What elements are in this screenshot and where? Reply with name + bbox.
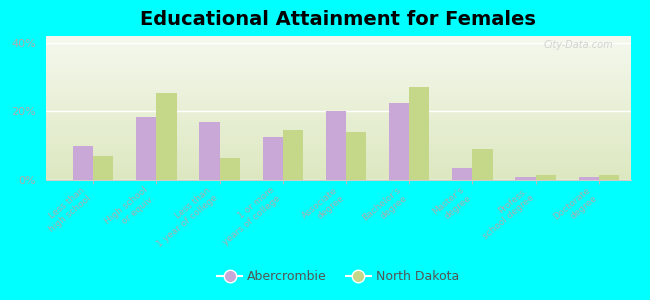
Bar [346, 132, 366, 180]
Bar [200, 122, 220, 180]
Bar [599, 175, 619, 180]
Bar [156, 93, 177, 180]
Bar [473, 149, 493, 180]
Bar [515, 177, 536, 180]
Bar [73, 146, 93, 180]
Title: Educational Attainment for Females: Educational Attainment for Females [140, 10, 536, 29]
Bar [220, 158, 240, 180]
Bar [536, 175, 556, 180]
Bar [283, 130, 303, 180]
Legend: Abercrombie, North Dakota: Abercrombie, North Dakota [212, 266, 464, 289]
Bar [326, 111, 346, 180]
Text: City-Data.com: City-Data.com [543, 40, 613, 50]
Bar [452, 168, 473, 180]
Bar [578, 177, 599, 180]
Bar [410, 87, 430, 180]
Bar [263, 137, 283, 180]
Bar [389, 103, 410, 180]
Bar [136, 117, 156, 180]
Bar [93, 156, 113, 180]
